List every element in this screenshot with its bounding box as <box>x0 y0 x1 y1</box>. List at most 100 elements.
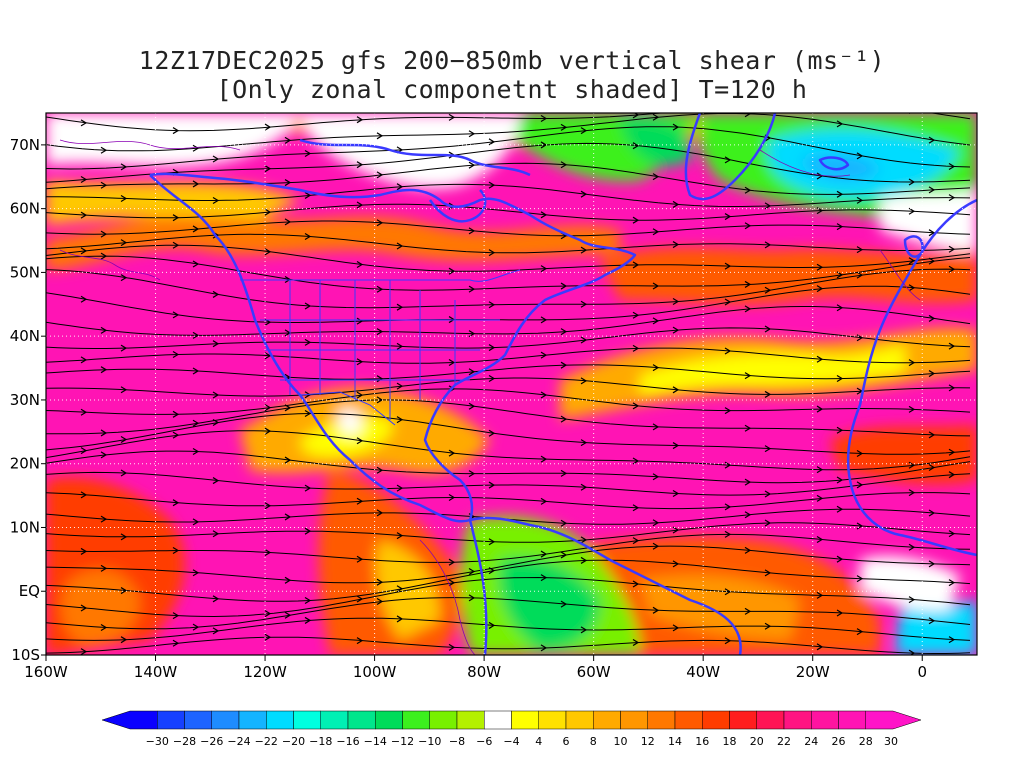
streamline-arrow <box>724 407 732 415</box>
colorbar-swatch <box>838 710 866 730</box>
streamline-arrow <box>856 246 864 254</box>
streamline-arrow <box>560 600 568 608</box>
streamline-arrow <box>560 361 568 369</box>
streamline-arrow <box>908 489 916 497</box>
streamline-arrow <box>356 391 364 399</box>
shading-band <box>46 113 300 167</box>
lon-tick-label: 20W <box>796 663 830 681</box>
streamline-arrow <box>488 374 496 382</box>
streamline-arrow <box>212 155 220 163</box>
streamline-arrow <box>632 344 640 352</box>
streamline-arrow <box>744 424 752 432</box>
lon-tick-label: 160W <box>24 663 68 681</box>
streamline-arrow <box>672 526 680 534</box>
streamline-arrow <box>172 499 180 507</box>
streamline-arrow <box>744 280 752 288</box>
coastline-north-america <box>149 172 637 523</box>
terrain-contour <box>759 149 851 177</box>
streamline-arrow <box>948 162 956 170</box>
streamline-arrow <box>652 282 660 290</box>
colorbar-label: −18 <box>309 735 332 748</box>
streamline-arrow <box>192 518 200 526</box>
streamline-arrow <box>192 225 200 233</box>
streamline-arrow <box>724 588 732 596</box>
streamline-arrow <box>376 466 384 474</box>
streamline <box>46 471 971 496</box>
streamline-arrow <box>672 560 680 568</box>
streamline-arrow <box>80 547 88 555</box>
terrain-contour <box>879 249 921 301</box>
colorbar-swatch <box>783 710 812 730</box>
streamline <box>46 285 971 323</box>
streamline-arrow <box>212 530 220 538</box>
colorbar-swatch <box>157 710 185 730</box>
streamline-arrow <box>764 202 772 210</box>
streamline-arrow <box>948 530 956 538</box>
streamline-arrow <box>212 477 220 485</box>
streamline-arrow <box>356 555 364 563</box>
streamline <box>46 636 971 654</box>
streamline <box>46 233 971 254</box>
streamline <box>46 142 971 183</box>
colorbar-swatch <box>375 710 403 730</box>
border-us-canada <box>240 269 521 282</box>
streamline-arrow <box>816 172 824 180</box>
streamline-arrow <box>816 591 824 599</box>
streamline <box>46 413 971 455</box>
coastline-greenland <box>684 113 777 201</box>
streamline-arrow <box>540 455 548 463</box>
streamline-arrow <box>80 295 88 303</box>
streamline-arrow <box>632 580 640 588</box>
streamline-arrow <box>192 144 200 152</box>
colorbar-label: 14 <box>668 735 682 748</box>
streamline <box>46 113 971 152</box>
colorbar-label: −28 <box>173 735 196 748</box>
streamline-arrow <box>652 542 660 550</box>
colorbar-swatch <box>238 710 267 730</box>
streamline-arrow <box>192 623 200 631</box>
streamline-arrow <box>264 352 272 360</box>
streamline-arrow <box>304 302 312 310</box>
streamline-arrow <box>908 543 916 551</box>
streamline-arrow <box>540 211 548 219</box>
streamline-arrow <box>448 558 456 566</box>
colorbar-swatch <box>293 710 321 730</box>
streamline-arrow <box>396 382 404 390</box>
streamline-arrow <box>304 409 312 418</box>
colorbar-swatch <box>729 710 757 730</box>
streamline-arrow <box>100 515 108 523</box>
streamline-arrow <box>724 347 732 355</box>
streamline-arrow <box>724 637 732 645</box>
streamline <box>46 126 971 170</box>
streamline-arrow <box>724 530 732 538</box>
streamline-arrow <box>80 175 88 183</box>
streamline-arrow <box>948 579 956 587</box>
colorbar-label: −22 <box>255 735 278 748</box>
streamline-arrow <box>652 473 660 481</box>
streamline <box>46 306 971 336</box>
shading-band <box>620 119 692 166</box>
terrain-contour <box>419 539 476 655</box>
colorbar-swatch <box>756 710 785 730</box>
lon-tick-label: 60W <box>577 663 611 681</box>
streamline-arrow <box>488 301 496 309</box>
streamline-arrow <box>468 285 476 293</box>
streamline-arrow <box>632 261 640 269</box>
streamline-arrow <box>304 149 312 158</box>
streamline-arrow <box>100 564 108 572</box>
axis-ticks <box>41 144 923 661</box>
streamline-arrow <box>540 265 548 273</box>
streamline-arrow <box>816 643 824 651</box>
streamline-arrow <box>80 447 88 455</box>
streamline-arrow <box>284 179 292 187</box>
streamline-arrow <box>192 180 200 188</box>
streamline-arrow <box>376 171 384 179</box>
streamline-arrow <box>488 538 496 546</box>
streamline-arrow <box>356 116 364 124</box>
streamline <box>46 162 971 195</box>
streamline-arrow <box>172 410 180 418</box>
shading-band <box>46 180 300 225</box>
streamline-arrow <box>652 317 660 325</box>
shading-band <box>61 569 140 646</box>
streamline-arrow <box>817 99 822 105</box>
